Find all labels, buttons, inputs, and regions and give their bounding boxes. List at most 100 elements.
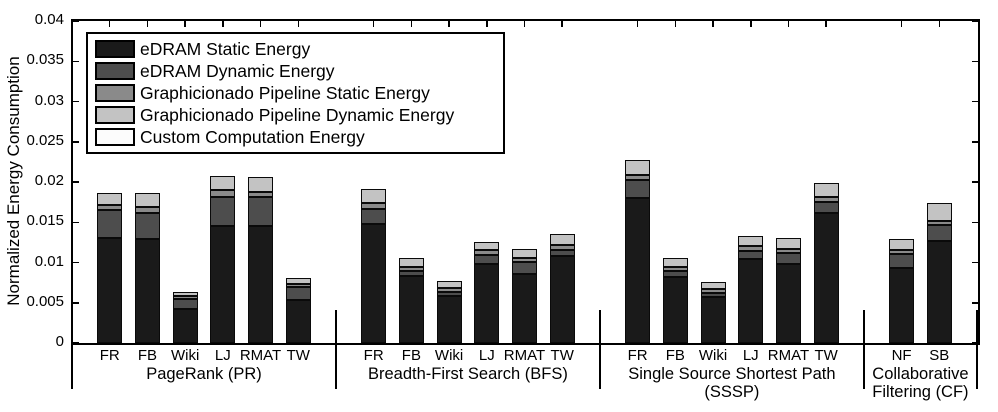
bar-segment [813,202,839,213]
bar-segment [474,264,500,343]
legend-item: Graphicionado Pipeline Static Energy [95,82,503,104]
x-tick-mark [297,21,299,27]
x-tick-label: Wiki [170,347,200,364]
x-tick-label: RMAT [767,347,810,364]
bar-segment [172,291,198,296]
x-tick-mark [674,21,677,27]
bar-segment [738,251,764,260]
bar-segment [549,256,575,343]
y-tick-mark [972,141,978,143]
group-label: Breadth-First Search (BFS) [367,365,568,383]
bar-segment [926,225,952,241]
y-tick-mark [73,302,79,304]
bar-segment [398,276,424,343]
bar-segment [662,277,688,343]
y-tick-mark [73,141,79,143]
legend: eDRAM Static Energy eDRAM Dynamic Energy G… [86,32,505,154]
bar-segment [474,241,500,251]
bar-brea-fb [398,21,424,343]
bar-page-lj [210,21,236,343]
x-tick-mark [410,21,413,27]
bar-segment [813,196,839,203]
bar-segment [700,281,726,290]
bar-segment [361,202,387,210]
x-tick-label: TW [814,347,838,364]
bar-segment [512,258,537,262]
bar-segment [361,189,387,203]
x-tick-mark [787,21,790,27]
bar-page-tw [285,21,311,343]
y-tick-label: 0.01 [34,252,64,270]
x-tick-label: RMAT [503,347,546,364]
bar-segment [97,205,123,211]
y-tick-mark [972,221,978,223]
bar-segment [210,196,236,227]
bar-segment [172,295,198,299]
group-separator-line [862,310,865,389]
bar-segment [210,226,236,343]
y-tick-mark [73,100,79,103]
bar-segment [512,261,537,274]
bar-segment [285,299,311,343]
x-tick-mark [938,21,941,27]
bar-segment [775,252,801,265]
x-tick-mark [372,21,375,27]
bar-segment [662,270,688,277]
bar-segment [926,220,952,226]
bar-segment [926,202,952,221]
bar-segment [361,223,387,343]
bar-brea-tw [549,21,575,343]
group-label: Collaborative Filtering (CF) [872,365,969,401]
bar-segment [889,253,915,269]
legend-swatch [95,40,135,58]
bar-page-wiki [172,21,198,343]
bar-segment [172,298,198,310]
x-tick-label: RMAT [239,347,282,364]
bar-segment [549,244,575,250]
y-tick-label: 0 [55,333,64,350]
bar-page-fr [97,21,123,343]
y-tick-mark [73,20,79,22]
bar-segment [172,309,198,343]
x-tick-mark [636,21,639,27]
legend-item: Graphicionado Pipeline Dynamic Energy [95,104,503,126]
x-tick-mark [900,21,903,27]
x-tick-label: NF [891,347,912,364]
bar-page-rmat [248,21,274,343]
bar-segment [436,296,462,343]
bar-segment [625,198,651,343]
y-tick-label: 0.035 [26,51,64,69]
group-separator-line [598,310,601,389]
bar-segment [662,257,688,267]
x-tick-mark [146,21,149,27]
y-tick-label: 0.025 [26,131,64,149]
bar-segment [398,257,424,267]
legend-swatch [95,106,135,124]
x-tick-label: SB [929,347,950,364]
bar-coll-nf [889,21,915,343]
bar-brea-wiki [436,21,462,343]
bar-segment [474,250,500,256]
group-separator-line [976,310,978,389]
y-tick-mark [972,342,978,344]
x-tick-label: LJ [478,347,495,364]
bar-segment [700,297,726,343]
y-tick-mark [972,100,978,103]
x-tick-mark [486,21,488,27]
x-tick-label: FR [99,347,120,364]
x-tick-mark [222,21,224,27]
legend-item: eDRAM Static Energy [95,38,503,60]
bar-brea-lj [474,21,500,343]
legend-label: eDRAM Dynamic Energy [140,60,335,81]
y-tick-label: 0.03 [34,91,64,109]
bar-segment [285,284,311,287]
y-tick-label: 0.04 [34,11,64,28]
bar-segment [398,271,424,277]
bar-segment [210,175,236,191]
y-tick-label: 0.02 [34,172,64,189]
bar-segment [436,281,462,289]
bar-segment [134,193,160,207]
bar-segment [889,249,915,254]
bar-segment [662,266,688,271]
